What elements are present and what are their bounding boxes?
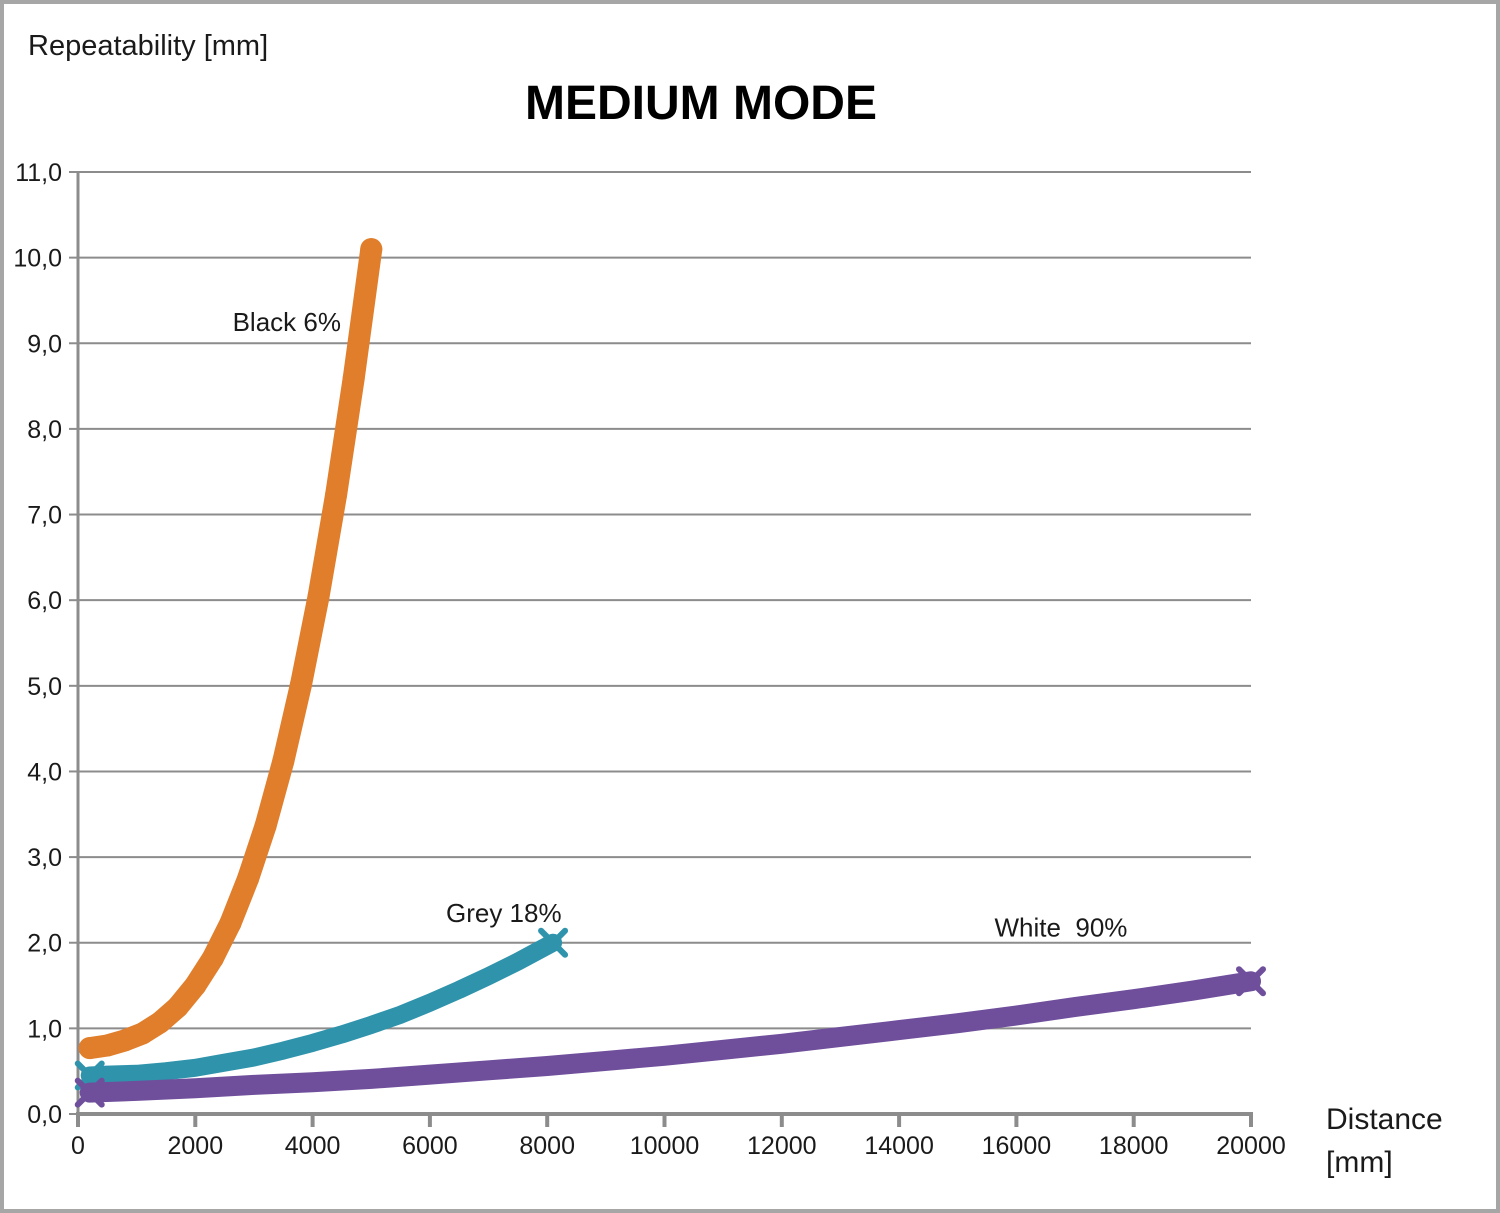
plot-area: 0,0 1,0 2,0 3,0 4,0 5,0 6,0 7,0 8,0 9,0 10,0 11,0 0 2…	[13, 159, 1286, 1160]
x-tick-label: 14000	[864, 1132, 934, 1160]
series-line-black-6	[78, 238, 383, 1060]
x-tick-label: 0	[71, 1132, 85, 1160]
y-tick-label: 5,0	[27, 673, 62, 701]
series-line-white-90	[79, 971, 1261, 1103]
series-x-marker-white-90	[1236, 966, 1266, 997]
x-axis-title-line-1: Distance	[1326, 1103, 1443, 1136]
y-tick-label: 1,0	[27, 1015, 62, 1043]
series-x-marker-grey-18	[538, 927, 569, 958]
y-tick-label: 0,0	[27, 1101, 62, 1129]
x-tick-label: 16000	[982, 1132, 1052, 1160]
y-tick-label: 3,0	[27, 844, 62, 872]
series-label-annotation: Black 6%	[233, 307, 341, 337]
x-tick-label: 10000	[630, 1132, 700, 1160]
x-tick-label: 6000	[402, 1132, 458, 1160]
y-tick-label: 6,0	[27, 587, 62, 615]
series-label-annotation: White 90%	[994, 912, 1127, 942]
series-label-annotation: Grey 18%	[446, 898, 562, 928]
x-tick-label: 8000	[519, 1132, 575, 1160]
y-axis-title: Repeatability [mm]	[28, 30, 269, 62]
x-tick-label: 4000	[285, 1132, 341, 1160]
x-tick-label: 20000	[1216, 1132, 1286, 1160]
x-tick-label: 2000	[167, 1132, 223, 1160]
x-axis-title: Distance [mm]	[1326, 1098, 1443, 1184]
chart-title: MEDIUM MODE	[525, 77, 877, 130]
x-tick-label: 12000	[747, 1132, 817, 1160]
y-tick-label: 2,0	[27, 930, 62, 958]
x-axis-title-line-2: [mm]	[1326, 1146, 1393, 1179]
y-tick-label: 7,0	[27, 502, 62, 530]
y-tick-label: 10,0	[13, 245, 62, 273]
y-tick-label: 9,0	[27, 330, 62, 358]
y-tick-label: 4,0	[27, 758, 62, 786]
y-tick-label: 11,0	[15, 159, 62, 187]
x-tick-label: 18000	[1099, 1132, 1169, 1160]
series-line-grey-18	[80, 933, 563, 1085]
y-tick-label: 8,0	[27, 416, 62, 444]
series-x-marker-white-90	[74, 1077, 105, 1108]
